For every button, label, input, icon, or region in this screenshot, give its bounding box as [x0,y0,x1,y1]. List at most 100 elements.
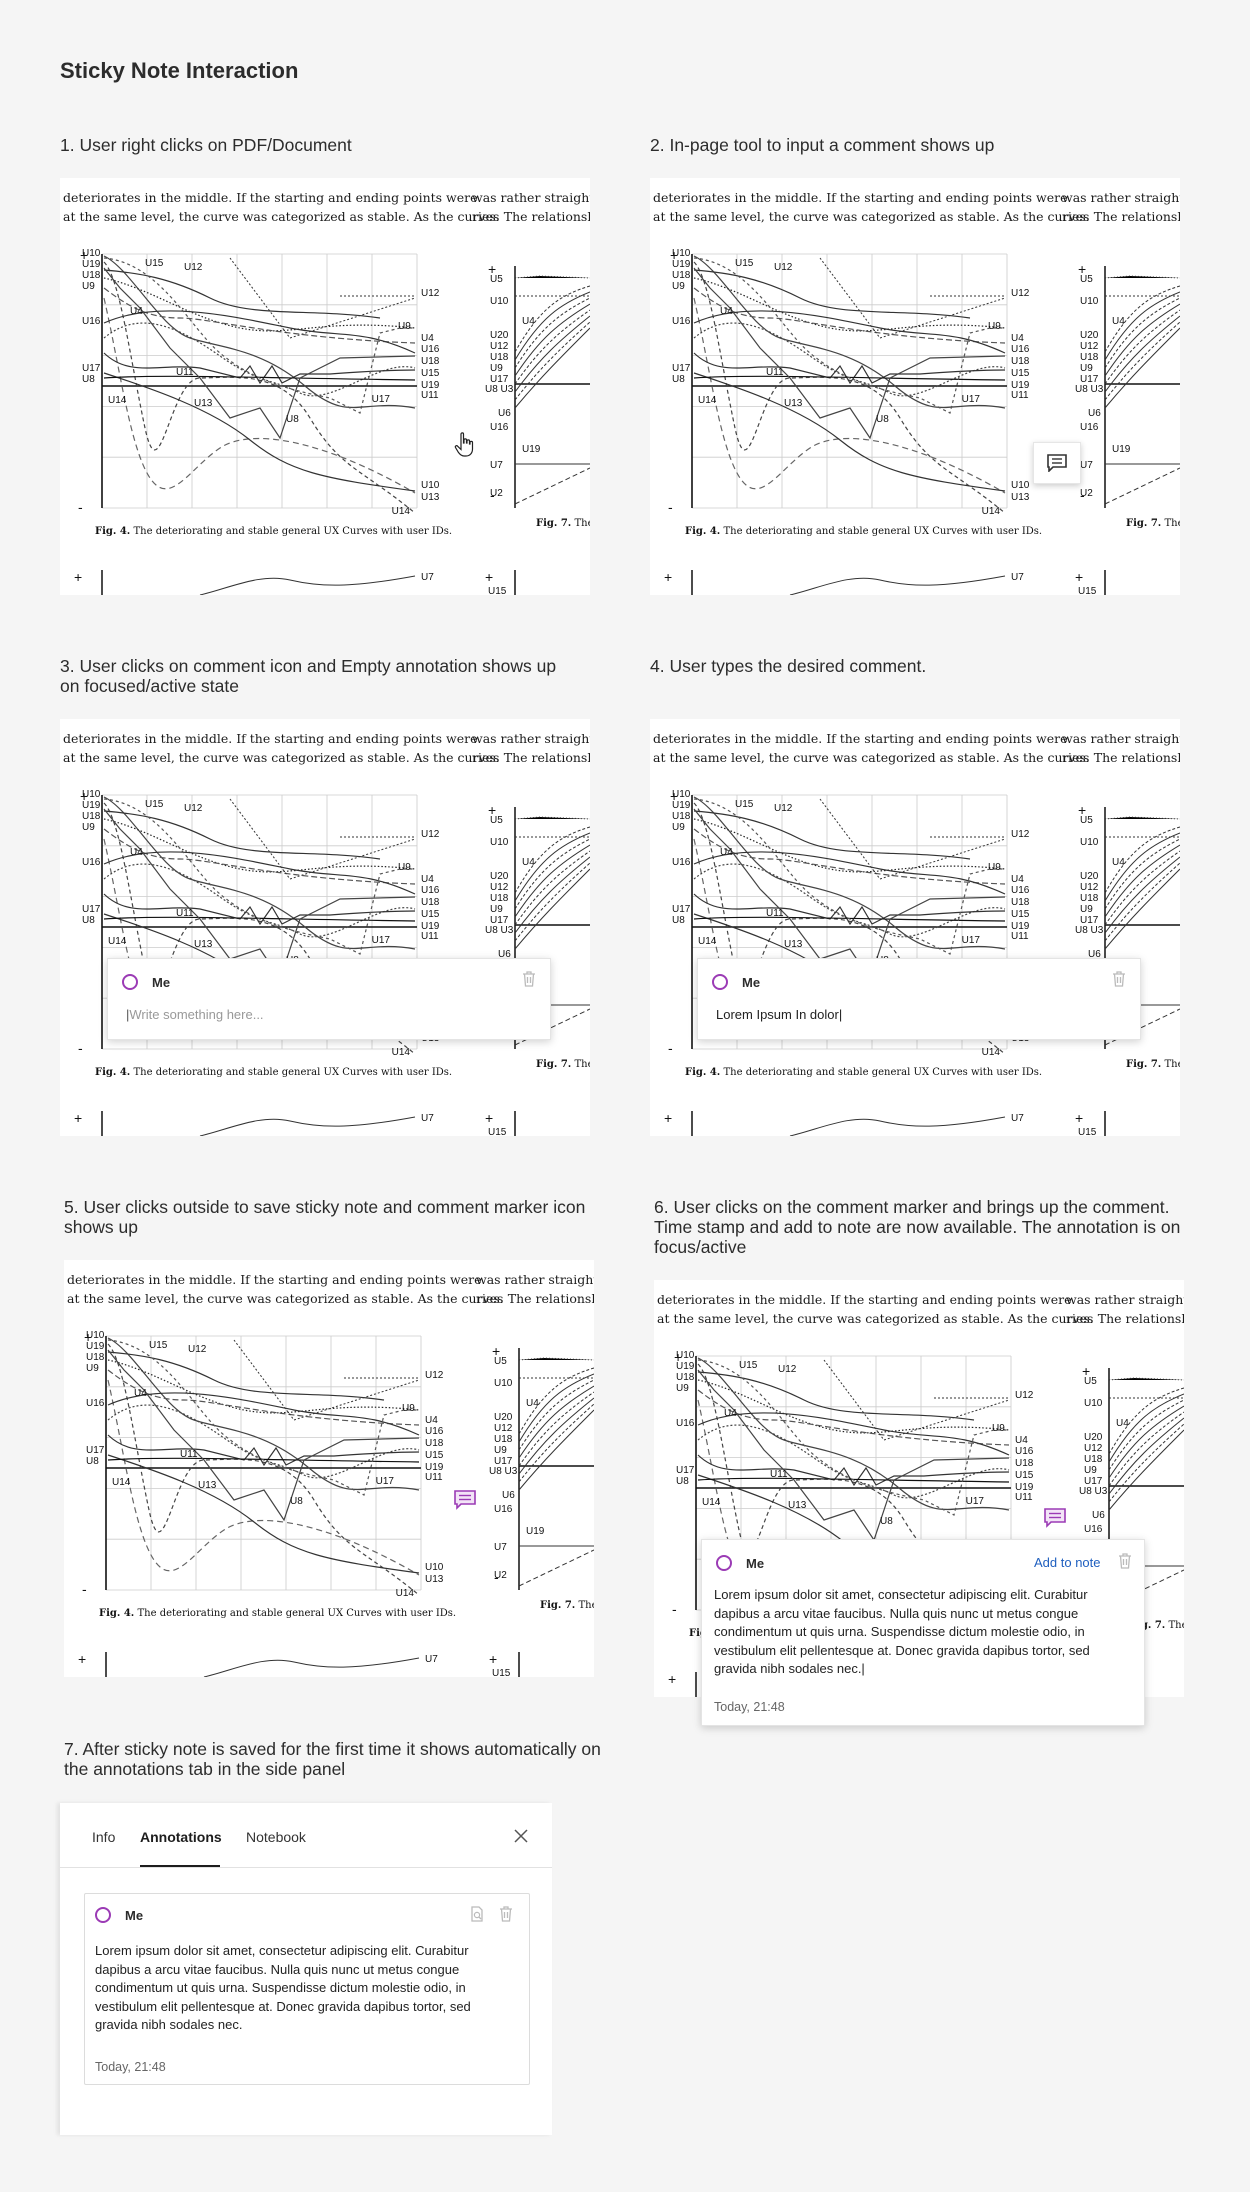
figure-caption: Fig. 4. The deteriorating and stable gen… [685,1067,1043,1078]
svg-text:U7: U7 [421,572,434,583]
svg-text:U19: U19 [522,444,541,455]
comment-icon[interactable] [1047,454,1067,472]
svg-text:-: - [490,487,495,503]
comment-marker-icon[interactable] [1044,1508,1066,1528]
svg-text:+: + [78,1651,86,1667]
svg-text:+: + [84,1329,92,1345]
side-panel: Info Annotations Notebook Me Lorem ipsum… [60,1803,552,2135]
svg-text:U15: U15 [739,1360,758,1371]
tab-annotations[interactable]: Annotations [140,1829,222,1845]
svg-text:-: - [668,1040,673,1056]
svg-text:+: + [485,569,493,585]
svg-text:U8: U8 [86,1456,99,1467]
svg-text:U12: U12 [1011,829,1030,840]
svg-text:U18: U18 [490,893,509,904]
svg-text:U7: U7 [494,1542,507,1553]
svg-text:U14: U14 [698,395,717,406]
svg-text:U8: U8 [880,1516,893,1527]
in-page-comment-tool[interactable] [1033,442,1081,484]
svg-text:U17: U17 [672,904,691,915]
svg-text:U16: U16 [1084,1524,1103,1535]
svg-text:U17: U17 [962,394,981,405]
svg-text:U7: U7 [1080,460,1093,471]
svg-text:U9: U9 [86,1363,99,1374]
svg-text:U15: U15 [1015,1470,1034,1481]
svg-text:U11: U11 [1011,390,1029,401]
svg-text:U14: U14 [108,395,127,406]
svg-text:U19: U19 [676,1361,695,1372]
comment-marker-icon[interactable] [454,1490,476,1510]
svg-text:+: + [80,247,88,263]
svg-text:+: + [488,261,496,277]
annotation-card[interactable]: Me Lorem ipsum dolor sit amet, consectet… [84,1893,530,2085]
svg-text:U12: U12 [774,262,793,273]
svg-text:U11: U11 [1011,931,1029,942]
svg-text:U12: U12 [1084,1443,1103,1454]
close-icon[interactable] [513,1828,529,1844]
locate-in-page-icon[interactable] [469,1906,485,1923]
pdf-frame-step-3[interactable]: U10U19U18U9U16U17U8+-U15U12U4U11U14U13U8… [60,719,590,1136]
svg-text:U17: U17 [372,394,391,405]
svg-text:U18: U18 [421,897,440,908]
svg-text:U4: U4 [1112,316,1125,327]
pdf-frame-step-2[interactable]: U10 U19 U18 U9 U16 U17 U8 + - U15 U12 U4 U11 U14 U13 U8… [650,178,1180,595]
trash-icon[interactable] [1112,971,1126,987]
svg-text:U8 U3: U8 U3 [489,1466,518,1477]
svg-text:+: + [674,1349,682,1365]
document-text-line: was rather straight-f [1062,190,1180,205]
svg-text:U4: U4 [720,847,733,858]
svg-text:-: - [78,499,83,515]
svg-text:U18: U18 [1011,356,1030,367]
svg-text:U4: U4 [421,874,434,885]
document-text-line: deteriorates in the middle. If the start… [63,190,478,205]
add-to-note-button[interactable]: Add to note [1034,1555,1101,1570]
note-author: Me [746,1555,765,1571]
note-input[interactable]: Lorem Ipsum In dolor| [716,1007,843,1022]
svg-text:U18: U18 [82,811,101,822]
svg-text:U17: U17 [1084,1476,1103,1487]
sticky-note-focused[interactable]: Me Add to note Lorem ipsum dolor sit ame… [701,1539,1145,1726]
svg-text:U5: U5 [490,815,503,826]
svg-text:U9: U9 [988,321,1001,332]
sticky-note-empty[interactable]: Me |Write something here... [107,958,551,1040]
sticky-note-typing[interactable]: Me Lorem Ipsum In dolor| [697,958,1141,1040]
svg-text:U11: U11 [1015,1492,1033,1503]
svg-text:U4: U4 [1011,874,1024,885]
svg-text:U10: U10 [676,1350,695,1361]
svg-text:U13: U13 [1011,492,1030,503]
svg-text:U8: U8 [82,915,95,926]
svg-text:U8: U8 [672,915,685,926]
note-input[interactable]: |Write something here... [126,1007,264,1022]
svg-text:+: + [1078,802,1086,818]
step-4-caption: 4. User types the desired comment. [650,656,927,676]
tab-info[interactable]: Info [92,1829,116,1845]
svg-text:U7: U7 [421,1113,434,1124]
avatar [95,1907,111,1923]
svg-text:U18: U18 [676,1372,695,1383]
svg-text:U19: U19 [1011,921,1030,932]
pdf-frame-step-5[interactable]: U10 U19 U18 U9 U16 U17 U8 + - U15 U12 U4 U11 U14 U13 U8… [64,1260,594,1677]
trash-icon[interactable] [522,971,536,987]
trash-icon[interactable] [499,1906,513,1922]
svg-text:U12: U12 [774,803,793,814]
document-text-line: ries. The relationsh [1062,209,1180,224]
svg-text:U19: U19 [672,259,691,270]
tab-notebook[interactable]: Notebook [246,1829,306,1845]
document-text-line: at the same level, the curve was categor… [657,1311,1094,1326]
svg-text:-: - [78,1040,83,1056]
svg-text:U12: U12 [778,1364,797,1375]
svg-text:U15: U15 [1011,368,1030,379]
svg-text:U19: U19 [526,1526,545,1537]
svg-text:U4: U4 [134,1388,147,1399]
svg-text:U12: U12 [1080,882,1099,893]
trash-icon[interactable] [1118,1553,1132,1569]
note-text[interactable]: Lorem ipsum dolor sit amet, consectetur … [714,1587,1090,1676]
svg-text:U13: U13 [198,1480,217,1491]
svg-text:-: - [1080,487,1085,503]
svg-text:U4: U4 [724,1408,737,1419]
pdf-frame-step-1[interactable]: U10 U19 U18 U9 U16 U17 U8 + - U15 U12 U4 U11 U14 U13 U8… [60,178,590,595]
svg-text:U8: U8 [676,1476,689,1487]
svg-text:U11: U11 [421,390,439,401]
pdf-frame-step-4[interactable]: U10U19U18U9U16U17U8+-U15U12U4U11U14U13U8… [650,719,1180,1136]
svg-text:U10: U10 [490,296,509,307]
